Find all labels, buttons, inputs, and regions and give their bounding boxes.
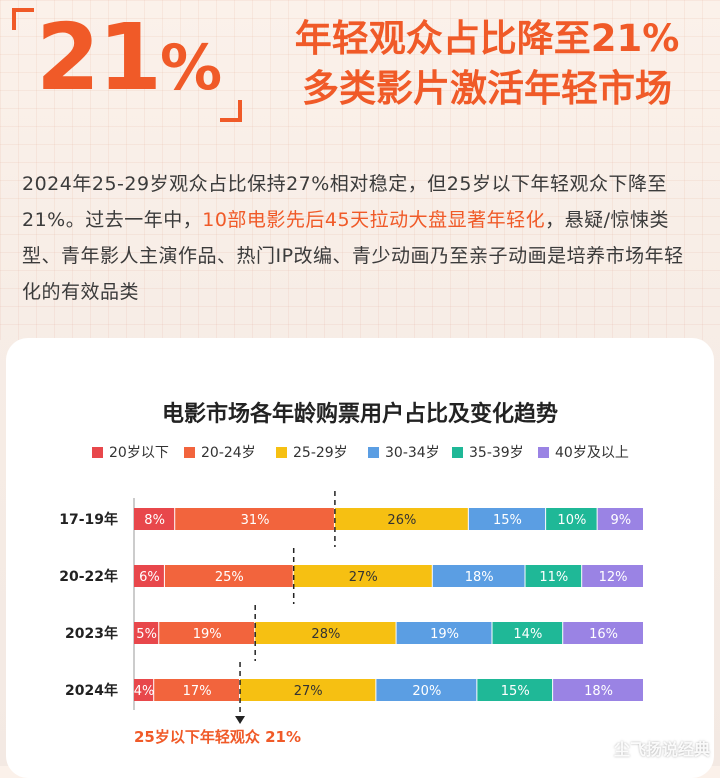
hero-big-number: 21% [36, 12, 222, 104]
data-label: 20% [412, 684, 441, 699]
bar-segment [468, 508, 546, 530]
chart-title: 电影市场各年龄购票用户占比及变化趋势 [161, 402, 558, 427]
legend-swatch [276, 446, 287, 458]
legend-label: 20-24岁 [201, 445, 256, 461]
data-label: 8% [144, 513, 165, 528]
hero-unit: % [160, 31, 222, 104]
bar-segment [376, 679, 477, 701]
legend-swatch [538, 446, 549, 458]
data-label: 12% [599, 570, 628, 585]
bar-segment [334, 508, 468, 530]
category-label: 20-22年 [59, 568, 118, 585]
data-label: 10% [557, 513, 586, 528]
data-label: 18% [584, 684, 613, 699]
legend-item: 25-29岁 [276, 442, 348, 462]
bar-segment [477, 679, 553, 701]
data-label: 27% [349, 570, 378, 585]
bar-segment [255, 622, 396, 644]
legend-label: 25-29岁 [293, 445, 348, 461]
legend-swatch [452, 446, 463, 458]
bar-segment [134, 508, 175, 530]
legend-item: 35-39岁 [452, 442, 524, 462]
arrow-down-icon [235, 716, 246, 724]
chart-card [6, 338, 714, 778]
category-label: 2023年 [65, 625, 118, 642]
bar-segment [546, 508, 597, 530]
data-label: 11% [539, 570, 568, 585]
paragraph-highlight: 10部电影先后45天拉动大盘显著年轻化 [202, 209, 546, 231]
bar-segment [582, 565, 643, 587]
data-label: 5% [136, 627, 157, 642]
bar-segment [134, 565, 164, 587]
data-label: 15% [493, 513, 522, 528]
paragraph-part-1: 2024年25-29岁观众占比保持27%相对稳定，但25岁以下年轻观众下降至21… [22, 173, 667, 231]
bar-segment [293, 565, 432, 587]
headline: 年轻观众占比降至21% 多类影片激活年轻市场 [262, 14, 712, 114]
legend-swatch [368, 446, 379, 458]
data-label: 27% [294, 684, 323, 699]
data-label: 19% [193, 627, 222, 642]
legend-swatch [92, 446, 103, 458]
bar-segment [154, 679, 240, 701]
bar-segment [492, 622, 563, 644]
data-label: 14% [513, 627, 542, 642]
bar-segment [525, 565, 582, 587]
category-label: 17-19年 [59, 511, 118, 528]
category-label: 2024年 [65, 682, 118, 699]
headline-line-1: 年轻观众占比降至21% [294, 17, 680, 60]
data-label: 31% [241, 513, 270, 528]
legend-item: 30-34岁 [368, 442, 440, 462]
watermark: 尘飞扬说经典 [613, 740, 710, 759]
data-label: 6% [139, 570, 160, 585]
corner-bracket-top-left [12, 8, 34, 30]
data-label: 18% [465, 570, 494, 585]
under-25-footnote: 25岁以下年轻观众 21% [134, 728, 302, 746]
stacked-bar-chart: 17-19年 8% 31% 26% 15% 10% 9% 20-22年 6% 25% 27% 18% 1… [59, 491, 643, 724]
corner-bracket-bottom-right [220, 100, 242, 122]
bar-segment [563, 622, 643, 644]
bar-segment [432, 565, 525, 587]
legend-label: 20岁以下 [109, 445, 169, 461]
bar-segment [159, 622, 255, 644]
data-label: 15% [501, 684, 530, 699]
legend-label: 40岁及以上 [555, 445, 629, 461]
paragraph-part-2: ，悬疑/惊悚类型、青年影人主演作品、热门IP改编、青少动画乃至亲子动画是培养市场… [22, 209, 684, 303]
legend-item: 20-24岁 [184, 442, 256, 462]
legend-item: 20岁以下 [92, 442, 169, 462]
bar-segment [175, 508, 334, 530]
bar-segment [597, 508, 643, 530]
hero-number: 21 [36, 4, 162, 111]
legend-item: 40岁及以上 [538, 442, 629, 462]
bar-segment [396, 622, 492, 644]
data-label: 17% [183, 684, 212, 699]
bar-segment [553, 679, 643, 701]
background-grid [0, 0, 720, 340]
data-label: 28% [311, 627, 340, 642]
bar-segment [164, 565, 293, 587]
legend-label: 30-34岁 [385, 445, 440, 461]
summary-paragraph: 2024年25-29岁观众占比保持27%相对稳定，但25岁以下年轻观众下降至21… [22, 166, 698, 310]
data-label: 4% [134, 684, 155, 699]
bar-segment [240, 679, 376, 701]
bar-segment [134, 679, 154, 701]
data-label: 19% [430, 627, 459, 642]
data-label: 26% [387, 513, 416, 528]
data-label: 16% [589, 627, 618, 642]
headline-line-2: 多类影片激活年轻市场 [302, 67, 672, 110]
bar-segment [134, 622, 159, 644]
data-label: 9% [611, 513, 632, 528]
legend-swatch [184, 446, 195, 458]
data-label: 25% [215, 570, 244, 585]
legend-label: 35-39岁 [469, 445, 524, 461]
